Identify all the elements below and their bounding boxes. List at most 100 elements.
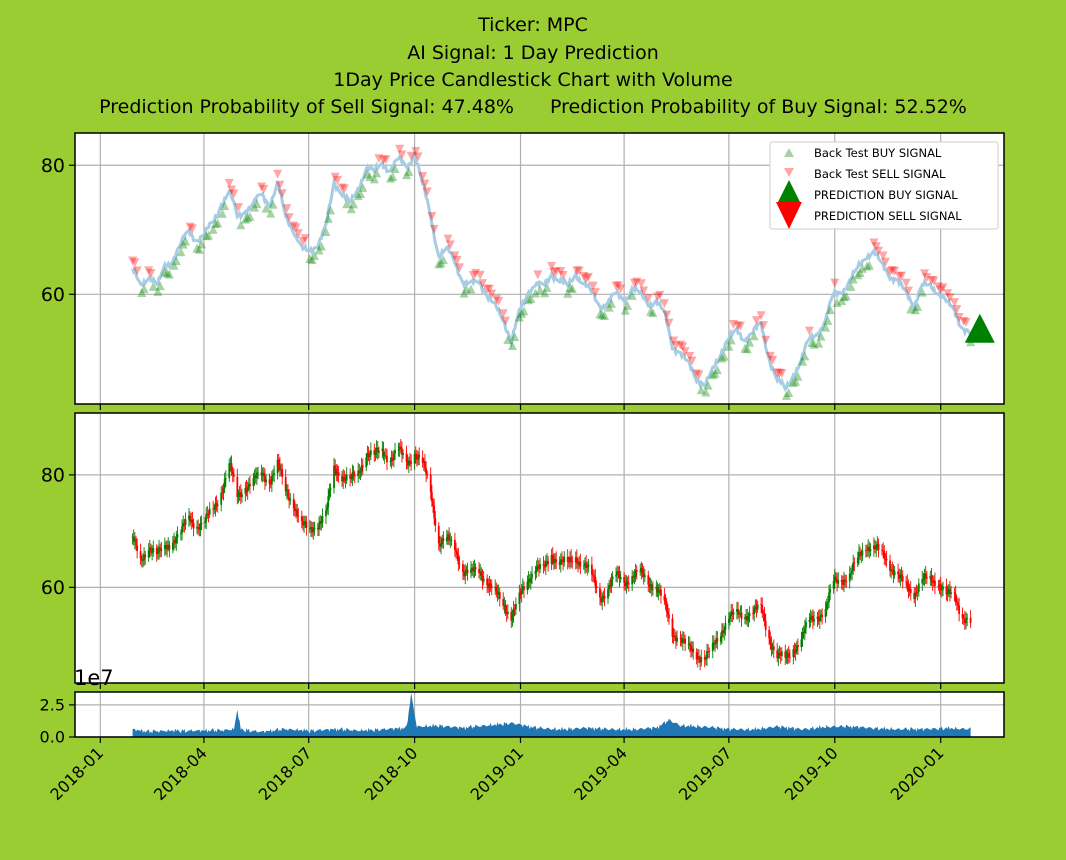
candle-body bbox=[327, 496, 330, 508]
backtest-sell-marker bbox=[501, 316, 511, 326]
candle-body bbox=[721, 630, 723, 637]
candle-body bbox=[695, 652, 698, 660]
backtest-buy-marker bbox=[346, 204, 356, 214]
candle-body bbox=[769, 638, 772, 644]
backtest-sell-marker bbox=[397, 150, 407, 160]
candle-body bbox=[188, 515, 190, 520]
candle-body bbox=[547, 560, 550, 565]
candle-body bbox=[511, 616, 514, 621]
candle-body bbox=[724, 622, 727, 630]
backtest-sell-marker bbox=[874, 246, 884, 256]
candle-body bbox=[488, 583, 491, 589]
candle-body bbox=[409, 460, 411, 462]
backtest-buy-marker bbox=[390, 163, 400, 173]
candle-body bbox=[345, 474, 348, 481]
candle-body bbox=[618, 573, 621, 580]
candle-body bbox=[503, 604, 506, 606]
candle-body bbox=[921, 578, 924, 584]
candle-body bbox=[648, 584, 651, 587]
candle-body bbox=[550, 554, 553, 565]
candle-body bbox=[841, 581, 844, 585]
candle-body bbox=[142, 560, 144, 562]
candlesticks bbox=[131, 439, 972, 671]
y-tick-label: 0.0 bbox=[40, 728, 65, 747]
candle-body bbox=[392, 453, 395, 461]
backtest-buy-marker bbox=[459, 288, 469, 298]
candle-body bbox=[389, 461, 392, 463]
backtest-buy-marker bbox=[153, 286, 163, 296]
candle-body bbox=[328, 489, 331, 497]
backtest-buy-marker bbox=[171, 256, 181, 266]
candle-body bbox=[627, 583, 630, 585]
backtest-buy-marker bbox=[855, 268, 865, 278]
candle-body bbox=[688, 643, 691, 646]
candle-body bbox=[754, 606, 757, 609]
candle-body bbox=[889, 560, 891, 572]
candle-body bbox=[664, 600, 667, 603]
candle-body bbox=[930, 575, 933, 582]
backtest-buy-marker bbox=[791, 376, 801, 386]
candle-body bbox=[510, 611, 513, 621]
candle-body bbox=[658, 589, 661, 592]
candle-body bbox=[780, 651, 783, 656]
candle-body bbox=[482, 578, 485, 582]
candle-body bbox=[405, 453, 408, 462]
candle-body bbox=[151, 552, 154, 554]
candle-body bbox=[898, 574, 901, 579]
candle-body bbox=[528, 578, 531, 583]
candle-body bbox=[625, 581, 628, 587]
candle-body bbox=[319, 520, 322, 525]
candle-body bbox=[183, 523, 186, 526]
backtest-sell-marker bbox=[643, 294, 653, 304]
candle-body bbox=[449, 540, 452, 541]
backtest-buy-marker bbox=[507, 340, 517, 350]
backtest-sell-marker bbox=[468, 270, 478, 280]
backtest-sell-marker bbox=[494, 296, 504, 306]
backtest-sell-marker bbox=[374, 154, 384, 164]
candle-body bbox=[426, 474, 429, 475]
backtest-buy-marker bbox=[208, 224, 218, 234]
candle-body bbox=[869, 549, 872, 552]
backtest-buy-marker bbox=[342, 199, 352, 209]
backtest-sell-marker bbox=[339, 184, 349, 194]
backtest-sell-marker bbox=[583, 272, 593, 282]
backtest-sell-marker bbox=[659, 299, 669, 309]
backtest-buy-marker bbox=[178, 239, 188, 249]
candle-body bbox=[521, 586, 524, 591]
candle-body bbox=[737, 609, 739, 615]
candle-body bbox=[945, 586, 948, 595]
backtest-sell-marker bbox=[751, 316, 761, 326]
candle-body bbox=[803, 627, 806, 634]
y-tick-label: 80 bbox=[41, 465, 65, 487]
candle-body bbox=[300, 516, 303, 521]
candle-body bbox=[430, 492, 433, 502]
backtest-buy-marker bbox=[807, 338, 817, 348]
signals-y-ticks: 60 80 bbox=[41, 155, 75, 306]
backtest-sell-marker bbox=[590, 288, 600, 298]
candle-body bbox=[626, 581, 629, 584]
candle-body bbox=[358, 470, 361, 473]
backtest-buy-marker bbox=[910, 305, 920, 315]
candle-body bbox=[150, 547, 152, 553]
candle-body bbox=[439, 543, 441, 547]
candle-body bbox=[745, 616, 748, 618]
candle-body bbox=[632, 576, 635, 577]
candle-body bbox=[932, 580, 935, 584]
candle-body bbox=[684, 638, 687, 644]
candle-body bbox=[442, 538, 445, 542]
backtest-sell-marker bbox=[897, 271, 907, 281]
backtest-sell-marker bbox=[556, 267, 566, 277]
backtest-buy-marker bbox=[245, 211, 255, 221]
candle-body bbox=[519, 592, 522, 595]
candle-body bbox=[473, 567, 476, 572]
backtest-sell-marker bbox=[936, 285, 946, 295]
legend: Back Test BUY SIGNAL Back Test SELL SIGN… bbox=[769, 141, 999, 230]
candle-body bbox=[700, 657, 703, 663]
backtest-buy-marker bbox=[563, 288, 573, 298]
candle-body bbox=[915, 592, 918, 594]
candle-body bbox=[192, 522, 195, 529]
candle-body bbox=[673, 635, 676, 637]
backtest-buy-marker bbox=[788, 378, 798, 388]
backtest-buy-marker bbox=[402, 170, 412, 180]
volume-offset-label: 1e7 bbox=[74, 666, 114, 690]
